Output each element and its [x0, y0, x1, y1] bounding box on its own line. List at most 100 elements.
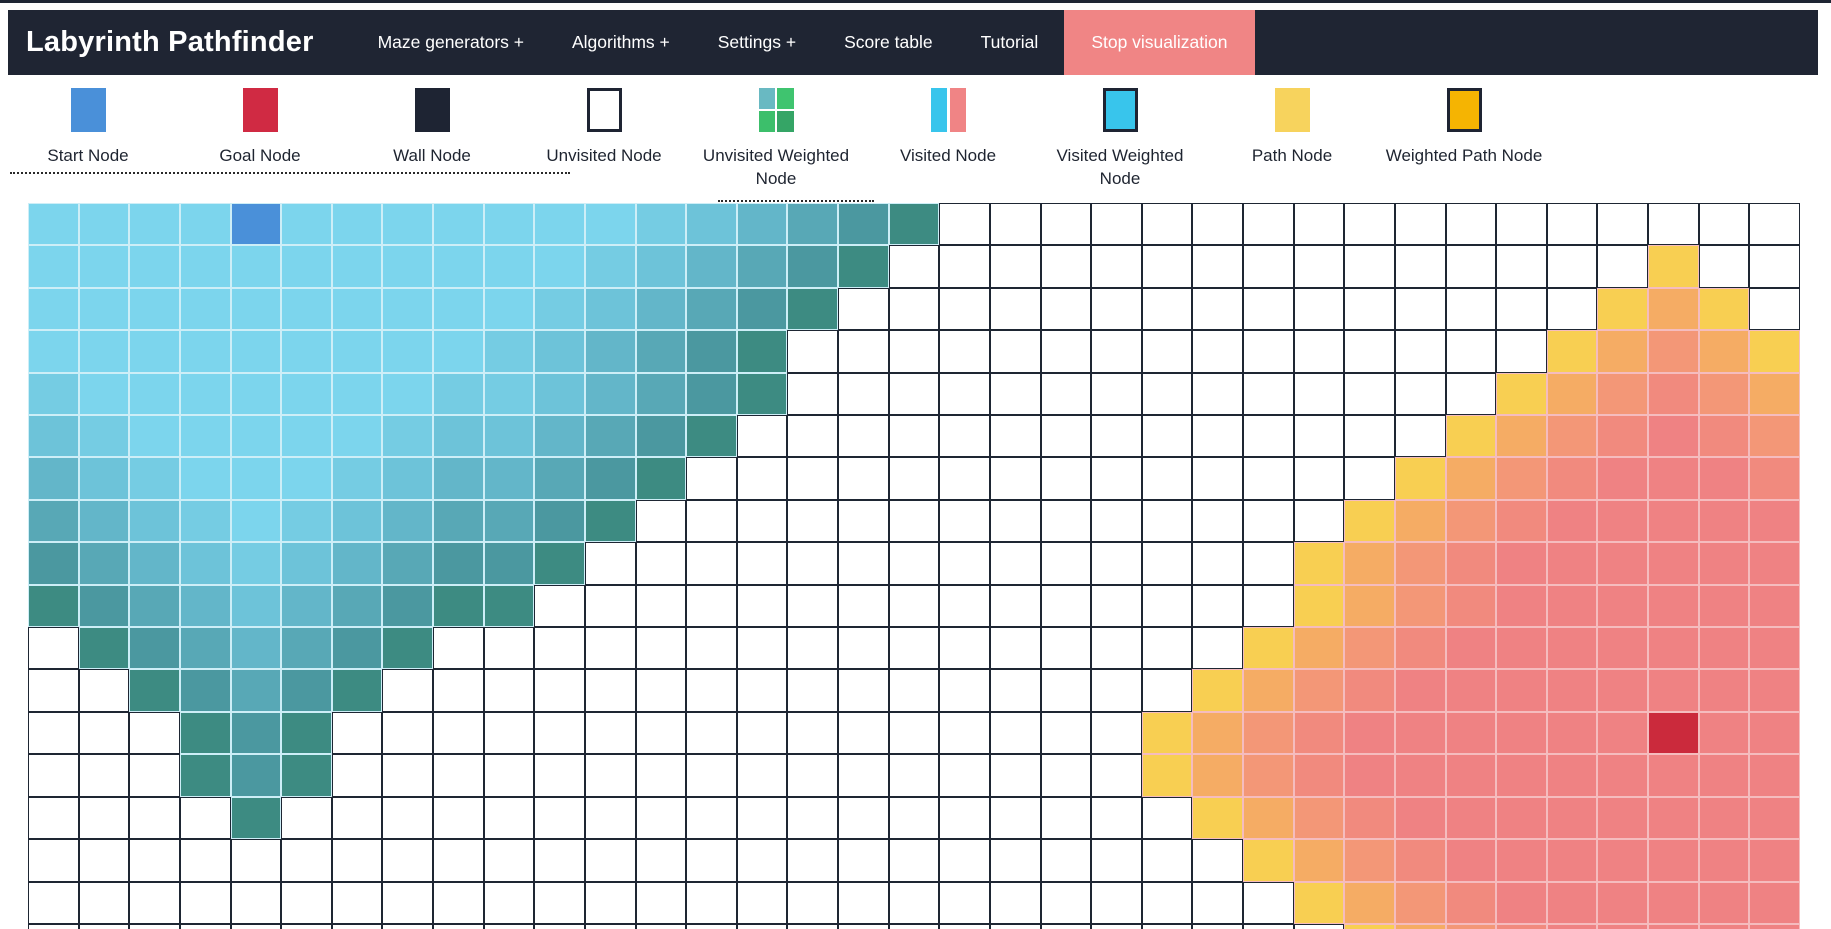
grid-cell[interactable] — [584, 627, 636, 670]
visited-node-cell[interactable] — [534, 457, 585, 500]
grid-cell[interactable] — [1040, 754, 1092, 797]
visited-node-cell[interactable] — [1496, 457, 1547, 500]
grid-cell[interactable] — [1394, 372, 1446, 416]
visited-node-cell[interactable] — [281, 711, 332, 755]
visited-node-cell[interactable] — [736, 372, 788, 416]
grid-cell[interactable] — [230, 881, 282, 924]
visited-node-cell[interactable] — [382, 415, 433, 458]
grid-cell[interactable] — [939, 372, 990, 416]
grid-cell[interactable] — [888, 330, 940, 373]
visited-node-cell[interactable] — [433, 415, 484, 458]
visited-node-cell[interactable] — [1496, 881, 1547, 924]
visited-node-cell[interactable] — [635, 330, 687, 373]
grid-cell[interactable] — [1344, 287, 1395, 331]
grid-cell[interactable] — [1344, 330, 1395, 373]
grid-cell[interactable] — [1141, 499, 1193, 543]
visited-node-cell[interactable] — [129, 287, 180, 331]
visited-node-cell[interactable] — [1597, 796, 1648, 840]
grid-cell[interactable] — [838, 711, 889, 755]
grid-cell[interactable] — [939, 203, 990, 246]
grid-cell[interactable] — [635, 669, 687, 712]
grid-cell[interactable] — [635, 754, 687, 797]
visited-node-cell[interactable] — [179, 457, 231, 500]
visited-node-cell[interactable] — [1749, 711, 1800, 755]
grid-cell[interactable] — [1496, 330, 1547, 373]
visited-node-cell[interactable] — [331, 415, 383, 458]
visited-node-cell[interactable] — [1749, 881, 1800, 924]
visited-node-cell[interactable] — [1394, 627, 1446, 670]
visited-node-cell[interactable] — [230, 542, 282, 585]
visited-node-cell[interactable] — [1546, 457, 1598, 500]
grid-cell[interactable] — [1091, 881, 1142, 924]
visited-node-cell[interactable] — [1394, 839, 1446, 882]
visited-node-cell[interactable] — [28, 457, 79, 500]
grid-cell[interactable] — [483, 881, 535, 924]
visited-node-cell[interactable] — [1698, 499, 1750, 543]
visited-node-cell[interactable] — [686, 330, 737, 373]
grid-cell[interactable] — [686, 627, 737, 670]
visited-node-cell[interactable] — [1344, 923, 1395, 929]
grid-cell[interactable] — [635, 796, 687, 840]
visited-node-cell[interactable] — [1445, 584, 1497, 628]
visited-node-cell[interactable] — [230, 754, 282, 797]
visited-node-cell[interactable] — [483, 499, 535, 543]
visited-node-cell[interactable] — [1648, 287, 1699, 331]
visited-node-cell[interactable] — [1344, 627, 1395, 670]
visited-node-cell[interactable] — [331, 245, 383, 288]
visited-node-cell[interactable] — [281, 415, 332, 458]
visited-node-cell[interactable] — [1445, 839, 1497, 882]
visited-node-cell[interactable] — [78, 457, 130, 500]
grid-cell[interactable] — [1293, 330, 1345, 373]
grid-cell[interactable] — [1698, 203, 1750, 246]
visited-node-cell[interactable] — [230, 287, 282, 331]
grid-cell[interactable] — [1546, 287, 1598, 331]
visited-node-cell[interactable] — [686, 287, 737, 331]
visited-node-cell[interactable] — [1445, 754, 1497, 797]
visited-node-cell[interactable] — [1648, 415, 1699, 458]
grid-cell[interactable] — [888, 542, 940, 585]
grid-cell[interactable] — [28, 923, 79, 929]
grid-cell[interactable] — [534, 669, 585, 712]
visited-node-cell[interactable] — [1597, 287, 1648, 331]
grid-cell[interactable] — [838, 754, 889, 797]
visited-node-cell[interactable] — [1597, 499, 1648, 543]
visited-node-cell[interactable] — [28, 499, 79, 543]
visited-node-cell[interactable] — [1698, 796, 1750, 840]
grid-cell[interactable] — [1141, 923, 1193, 929]
grid-cell[interactable] — [433, 754, 484, 797]
grid-cell[interactable] — [736, 627, 788, 670]
visited-node-cell[interactable] — [1293, 542, 1345, 585]
visited-node-cell[interactable] — [230, 415, 282, 458]
grid-cell[interactable] — [230, 839, 282, 882]
grid-cell[interactable] — [838, 881, 889, 924]
grid-cell[interactable] — [787, 542, 838, 585]
grid-cell[interactable] — [1040, 203, 1092, 246]
grid-cell[interactable] — [1091, 499, 1142, 543]
grid-cell[interactable] — [78, 839, 130, 882]
visited-node-cell[interactable] — [281, 457, 332, 500]
visited-node-cell[interactable] — [129, 203, 180, 246]
grid-cell[interactable] — [1293, 457, 1345, 500]
visited-node-cell[interactable] — [382, 245, 433, 288]
visited-node-cell[interactable] — [1496, 542, 1547, 585]
visited-node-cell[interactable] — [1648, 839, 1699, 882]
grid-cell[interactable] — [1293, 923, 1345, 929]
visited-node-cell[interactable] — [1394, 754, 1446, 797]
grid-cell[interactable] — [230, 923, 282, 929]
grid-cell[interactable] — [635, 499, 687, 543]
visited-node-cell[interactable] — [1648, 627, 1699, 670]
grid-cell[interactable] — [686, 796, 737, 840]
grid-cell[interactable] — [635, 627, 687, 670]
visited-node-cell[interactable] — [1749, 415, 1800, 458]
visited-node-cell[interactable] — [179, 330, 231, 373]
grid-cell[interactable] — [483, 754, 535, 797]
grid-cell[interactable] — [1141, 839, 1193, 882]
visited-node-cell[interactable] — [686, 203, 737, 246]
visited-node-cell[interactable] — [1344, 711, 1395, 755]
grid-cell[interactable] — [433, 711, 484, 755]
visited-node-cell[interactable] — [1698, 415, 1750, 458]
visited-node-cell[interactable] — [129, 245, 180, 288]
grid-cell[interactable] — [382, 669, 433, 712]
grid-cell[interactable] — [838, 923, 889, 929]
visited-node-cell[interactable] — [433, 330, 484, 373]
